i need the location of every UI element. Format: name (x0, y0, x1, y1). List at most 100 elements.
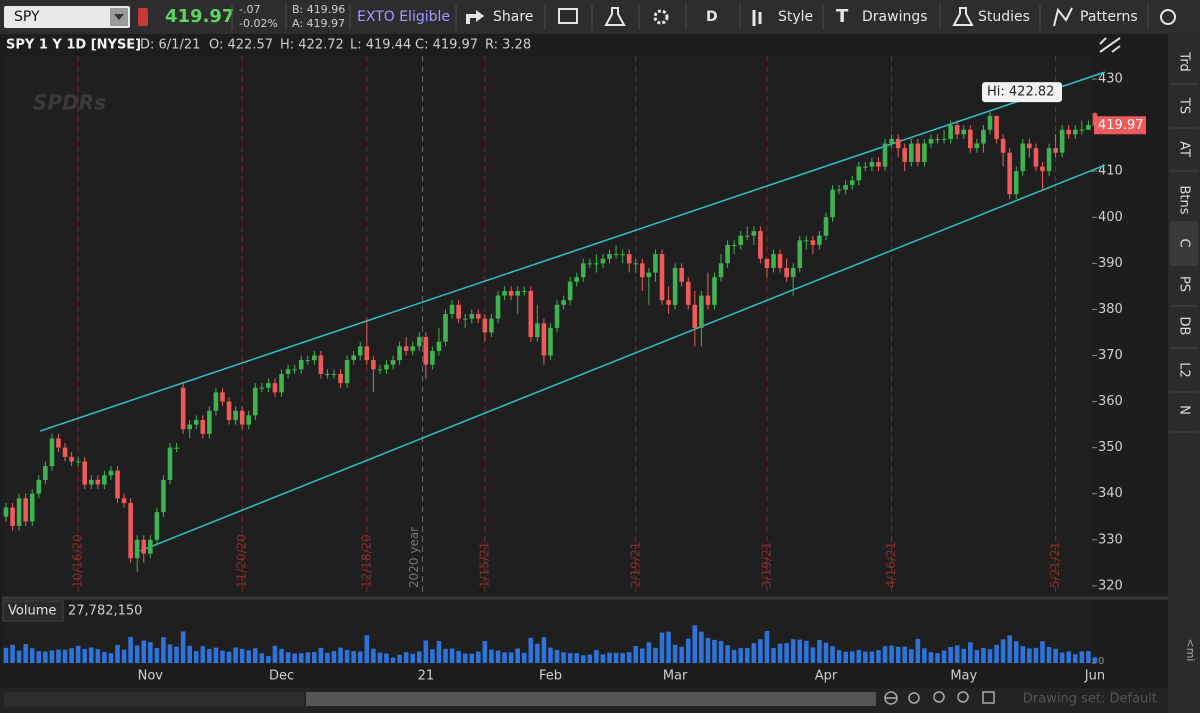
candle-body (246, 415, 252, 425)
candle-body (751, 231, 757, 236)
volume-bar (882, 646, 888, 663)
sidebar-tab[interactable]: Btns (1177, 185, 1192, 214)
sidebar-tab[interactable]: PS (1177, 276, 1192, 292)
volume-bar (869, 651, 875, 663)
candle-body (364, 346, 370, 361)
volume-bar (476, 651, 481, 663)
candle-body (102, 475, 107, 485)
candle-body (56, 438, 61, 448)
scroll-thumb[interactable] (306, 692, 876, 706)
zoom-controls[interactable] (884, 691, 995, 705)
volume-bar (16, 650, 22, 663)
volume-bar (908, 649, 914, 663)
sidebar-tab[interactable]: N (1177, 405, 1192, 415)
info-high: H: 422.72 (280, 38, 344, 53)
volume-bar (784, 643, 789, 663)
candle-body (738, 235, 744, 245)
flexible-grid-icon[interactable] (558, 8, 578, 24)
candle-body (259, 387, 265, 389)
style-button[interactable]: Style (778, 9, 813, 25)
candle-body (266, 383, 271, 388)
sidebar-tab[interactable]: Trd (1177, 51, 1192, 71)
studies-button[interactable]: Studies (978, 9, 1030, 25)
sidebar-tab[interactable]: TS (1177, 97, 1192, 114)
date-marker-label: 10/16/20 (71, 534, 85, 588)
drawings-button[interactable]: Drawings (862, 9, 928, 25)
candle-body (213, 392, 219, 411)
high-annotation: Hi: 422.82 (987, 85, 1054, 100)
collapsed-panel[interactable]: <mi (1184, 639, 1197, 662)
volume-bar (88, 647, 94, 663)
candle-body (180, 387, 186, 430)
volume-bar (371, 648, 376, 663)
share-button[interactable]: Share (493, 9, 533, 25)
volume-bar (193, 651, 199, 663)
candle-body (797, 240, 803, 268)
candle-body (29, 493, 35, 522)
alert-icon[interactable] (138, 8, 148, 26)
volume-bar (390, 657, 396, 663)
candle-body (843, 185, 848, 190)
volume-bar (594, 650, 599, 663)
candle-body (220, 392, 225, 402)
volume-bar (1079, 651, 1085, 663)
volume-bar (705, 637, 711, 663)
candle-body (476, 314, 481, 319)
year-marker-label: 2020 year (407, 527, 421, 588)
volume-bar (357, 651, 363, 663)
volume-bar (489, 649, 494, 663)
sidebar-tab[interactable]: DB (1177, 317, 1192, 336)
volume-bar (1000, 639, 1006, 663)
volume-bar (272, 645, 278, 663)
candle-body (876, 161, 881, 167)
candle-body (279, 373, 284, 393)
candle-body (922, 143, 927, 162)
candle-body (718, 263, 724, 278)
chart-tool-icon[interactable] (1099, 37, 1121, 53)
info-low: L: 419.44 (350, 38, 411, 53)
volume-bar (672, 644, 678, 663)
toolbar-separators (231, 4, 1149, 30)
patterns-button[interactable]: Patterns (1080, 9, 1138, 25)
volume-bar (863, 651, 868, 663)
x-tick-label: Jun (1084, 669, 1105, 684)
exto-link[interactable]: EXTO Eligible (357, 9, 450, 25)
candle-body (817, 235, 822, 245)
volume-bar (410, 653, 416, 663)
volume-bar (187, 645, 192, 663)
sidebar-tab-active (1170, 223, 1198, 265)
volume-bar (521, 652, 527, 663)
candle-body (1040, 166, 1045, 172)
sidebar-tab[interactable]: AT (1177, 141, 1192, 157)
sidebar-tab[interactable]: L2 (1177, 362, 1192, 378)
drawing-set[interactable]: Drawing set: Default (1023, 692, 1157, 707)
share-icon[interactable] (466, 10, 484, 24)
volume-bar (771, 648, 776, 663)
candle-body (82, 461, 88, 485)
studies-lab-icon[interactable] (604, 7, 626, 26)
volume-bar (981, 647, 986, 663)
aggregation[interactable]: D (706, 9, 718, 25)
more-icon[interactable] (1160, 9, 1176, 25)
volume-bar (764, 631, 770, 663)
candle-body (784, 267, 789, 278)
volume-bar (75, 645, 81, 663)
candle-body (62, 447, 68, 457)
candle-body (672, 267, 678, 305)
candle-body (502, 290, 507, 296)
sidebar-tab[interactable]: C (1177, 238, 1192, 247)
candle-body (1027, 143, 1032, 149)
volume-bar (935, 653, 940, 663)
volume-bar (443, 648, 448, 663)
candle-body (462, 318, 468, 320)
volume-bar (699, 631, 704, 663)
volume-bar (285, 652, 291, 663)
settings-icon[interactable] (653, 9, 669, 25)
volume-bar (600, 654, 606, 663)
volume-bar (849, 651, 855, 663)
symbol-box[interactable] (4, 6, 130, 28)
toolbar (0, 0, 1200, 34)
volume-bar (298, 653, 304, 663)
y-tick-label: 390 (1098, 256, 1123, 271)
candle-body (567, 281, 573, 301)
